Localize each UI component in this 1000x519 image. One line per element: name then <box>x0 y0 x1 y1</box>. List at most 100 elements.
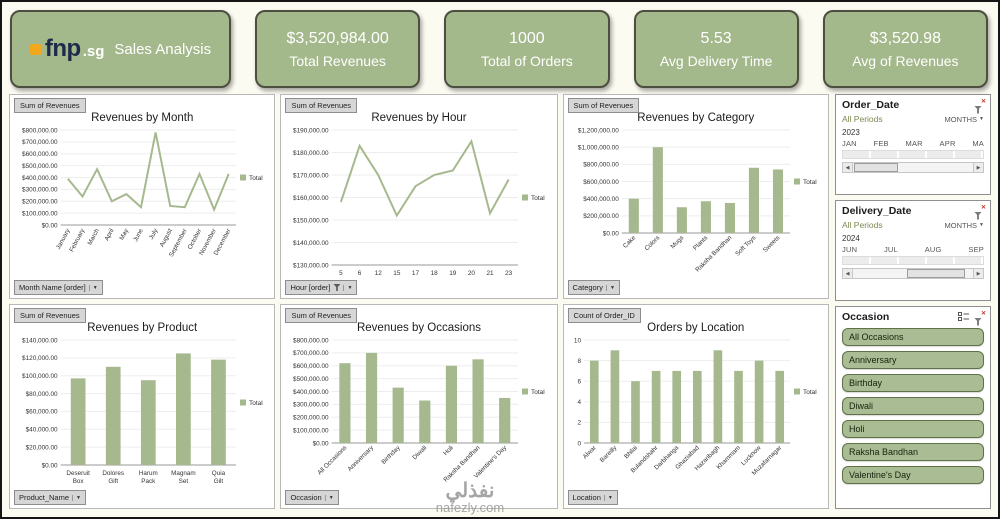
svg-text:8: 8 <box>577 358 581 365</box>
slicer-item-anniversary[interactable]: Anniversary <box>842 351 984 369</box>
svg-text:May: May <box>118 227 130 242</box>
axis-filter-button[interactable]: Product_Name ▼ <box>14 490 86 505</box>
svg-text:$600,000.00: $600,000.00 <box>583 179 619 186</box>
dashboard-title: Sales Analysis <box>114 40 212 58</box>
chevron-down-icon: ▼ <box>605 284 615 291</box>
multi-select-icon[interactable] <box>958 312 969 322</box>
chart-title: Orders by Location <box>647 322 745 334</box>
svg-text:10: 10 <box>573 337 581 344</box>
header: fnp .sg Sales Analysis $3,520,984.00 Tot… <box>2 2 998 94</box>
axis-filter-button[interactable]: Hour [order] ▼ <box>285 280 358 295</box>
svg-text:$190,000.00: $190,000.00 <box>293 127 329 134</box>
svg-text:Holi: Holi <box>443 444 456 457</box>
slicer-item-holi[interactable]: Holi <box>842 420 984 438</box>
svg-text:Birthday: Birthday <box>381 444 403 466</box>
svg-text:Cake: Cake <box>621 234 637 250</box>
axis-filter-button[interactable]: Location ▼ <box>567 490 618 505</box>
timeline-scrollbar[interactable]: ◀ ▶ <box>842 268 984 279</box>
kpi-value: 1000 <box>509 29 545 47</box>
svg-text:15: 15 <box>394 270 402 277</box>
filter-button-label: Month Name [order] <box>19 283 86 292</box>
slicer-item-raksha-bandhan[interactable]: Raksha Bandhan <box>842 443 984 461</box>
timeline-granularity-dropdown[interactable]: MONTHS ▼ <box>944 114 984 124</box>
svg-text:$200,000.00: $200,000.00 <box>583 213 619 220</box>
filter-button-label: Location <box>572 493 601 502</box>
svg-text:5: 5 <box>340 270 344 277</box>
kpi-value: $3,520.98 <box>869 29 941 47</box>
chart-canvas: $0.00 $200,000.00 $400,000.00 $600,000.00 $8… <box>577 127 816 273</box>
svg-text:$500,000.00: $500,000.00 <box>293 376 329 383</box>
chart-panel-4: Sum of Revenues Revenues by Product $0.00 $… <box>9 304 276 509</box>
chevron-down-icon: ▼ <box>979 116 984 122</box>
slicer-item-diwali[interactable]: Diwali <box>842 397 984 415</box>
svg-text:4: 4 <box>577 399 581 406</box>
filter-button-label: Hour [order] <box>290 283 331 292</box>
slicer-item-all-occasions[interactable]: All Occasions <box>842 328 984 346</box>
pivot-field-button[interactable]: Sum of Revenues <box>14 308 86 323</box>
pivot-field-button[interactable]: Sum of Revenues <box>285 98 358 113</box>
timeline-delivery-date: Delivery_Date ✕ All Periods MONTHS ▼ 2024… <box>835 200 991 301</box>
timeline-month-labels: JAN FEB MAR APR MA <box>842 139 984 148</box>
axis-filter-button[interactable]: Month Name [order] ▼ <box>14 280 103 295</box>
slicer-item-valentine-s-day[interactable]: Valentine's Day <box>842 466 984 484</box>
kpi-card-total-revenues: $3,520,984.00 Total Revenues <box>255 10 421 88</box>
scroll-left-icon[interactable]: ◀ <box>843 269 853 278</box>
pivot-field-button[interactable]: Sum of Revenues <box>285 308 358 323</box>
timeline-scrollbar[interactable]: ◀ ▶ <box>842 162 984 173</box>
clear-filter-icon[interactable]: ✕ <box>974 205 986 220</box>
timeline-granularity-dropdown[interactable]: MONTHS ▼ <box>944 220 984 230</box>
chart-panel-3: Sum of Revenues Revenues by Category $0.00… <box>562 94 829 299</box>
fnp-logo: fnp .sg <box>29 35 105 63</box>
axis-filter-button[interactable]: Category ▼ <box>567 280 620 295</box>
scroll-right-icon[interactable]: ▶ <box>973 163 983 172</box>
chevron-down-icon: ▼ <box>72 494 81 501</box>
scroll-right-icon[interactable]: ▶ <box>973 269 983 278</box>
svg-text:$800,000.00: $800,000.00 <box>293 337 329 344</box>
chevron-down-icon: ▼ <box>343 284 352 291</box>
clear-filter-icon[interactable]: ✕ <box>974 99 986 114</box>
chart-canvas: $0.00 $20,000.00 $40,000.00 $60,000.00 $80,0… <box>22 337 263 485</box>
pivot-field-button[interactable]: Count of Order_ID <box>567 308 641 323</box>
kpi-card-avg-delivery-time: 5.53 Avg Delivery Time <box>633 10 799 88</box>
svg-text:Total: Total <box>531 195 545 202</box>
filter-button-label: Occasion <box>290 493 322 502</box>
timeline-month-labels: JUN JUL AUG SEP <box>842 245 984 254</box>
svg-text:Colors: Colors <box>643 234 661 252</box>
scrollbar-thumb[interactable] <box>854 163 898 172</box>
month-label: JUN <box>842 245 858 254</box>
logo-tld: .sg <box>82 43 105 60</box>
svg-text:$800,000.00: $800,000.00 <box>583 162 619 169</box>
svg-text:March: March <box>87 227 102 246</box>
timeline-selection-track[interactable] <box>842 256 984 265</box>
pivot-field-button[interactable]: Sum of Revenues <box>567 98 640 113</box>
scroll-left-icon[interactable]: ◀ <box>843 163 853 172</box>
slicer-item-birthday[interactable]: Birthday <box>842 374 984 392</box>
clear-filter-icon[interactable]: ✕ <box>974 311 986 326</box>
chart-panel-5: Sum of Revenues Revenues by Occasions $0.0… <box>280 304 558 509</box>
svg-text:$120,000.00: $120,000.00 <box>22 355 58 362</box>
month-label: JUL <box>883 245 898 254</box>
svg-text:$0.00: $0.00 <box>42 222 58 229</box>
svg-text:$400,000.00: $400,000.00 <box>22 175 58 182</box>
svg-text:All Occasions: All Occasions <box>317 444 349 476</box>
main-area: Sum of Revenues Revenues by Month $0.00 $10… <box>2 94 998 509</box>
chart-panel-1: Sum of Revenues Revenues by Month $0.00 $10… <box>9 94 276 299</box>
svg-text:$100,000.00: $100,000.00 <box>293 427 329 434</box>
svg-text:$100,000.00: $100,000.00 <box>22 373 58 380</box>
svg-text:$200,000.00: $200,000.00 <box>293 415 329 422</box>
month-label: MAR <box>905 139 923 148</box>
timeline-selection-track[interactable] <box>842 150 984 159</box>
pivot-field-button[interactable]: Sum of Revenues <box>14 98 86 113</box>
slicer-sidebar: Order_Date ✕ All Periods MONTHS ▼ 2023 JA… <box>835 94 991 509</box>
scrollbar-thumb[interactable] <box>907 269 965 278</box>
filter-button-label: Category <box>572 283 603 292</box>
chevron-down-icon: ▼ <box>603 494 613 501</box>
axis-filter-button[interactable]: Occasion ▼ <box>285 490 339 505</box>
gift-icon <box>29 43 41 55</box>
